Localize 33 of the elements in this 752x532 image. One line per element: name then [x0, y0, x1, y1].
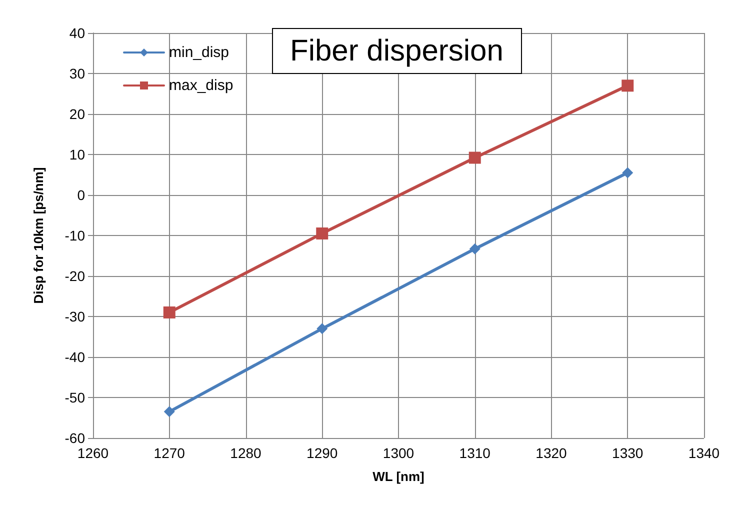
x-tick-label: 1290	[306, 445, 338, 461]
y-tick-label: -60	[64, 430, 86, 446]
point	[622, 80, 634, 92]
x-tick-label: 1260	[77, 445, 109, 461]
x-tick-label: 1310	[459, 445, 491, 461]
x-tick-label: 1300	[382, 445, 414, 461]
x-axis-title: WL [nm]	[372, 469, 424, 484]
point	[163, 306, 176, 318]
y-tick-label: 30	[69, 66, 86, 82]
legend-label: min_disp	[169, 44, 230, 61]
x-tick-label: 1270	[154, 445, 186, 461]
x-tick-label: 1340	[688, 445, 720, 461]
point	[316, 323, 328, 334]
y-tick-label: 40	[69, 25, 86, 41]
legend-label: max_disp	[169, 77, 234, 94]
y-tick-label: 20	[69, 106, 86, 122]
y-tick-label: -20	[64, 268, 86, 284]
point	[469, 243, 480, 254]
point	[468, 152, 481, 164]
chart-title: Fiber dispersion	[290, 34, 504, 68]
y-tick-label: -10	[64, 228, 86, 244]
x-tick-label: 1280	[230, 445, 262, 461]
y-axis-title: Disp for 10km [ps/nm]	[31, 167, 46, 304]
x-tick-label: 1330	[612, 445, 644, 461]
y-tick-label: -40	[64, 349, 86, 365]
point	[316, 227, 328, 240]
point	[164, 406, 175, 418]
x-tick-label: 1320	[536, 445, 568, 461]
point	[622, 167, 634, 178]
y-tick-label: -50	[64, 390, 86, 406]
y-tick-label: 0	[77, 187, 86, 203]
y-tick-label: -30	[64, 308, 86, 324]
y-tick-label: 10	[69, 146, 86, 162]
